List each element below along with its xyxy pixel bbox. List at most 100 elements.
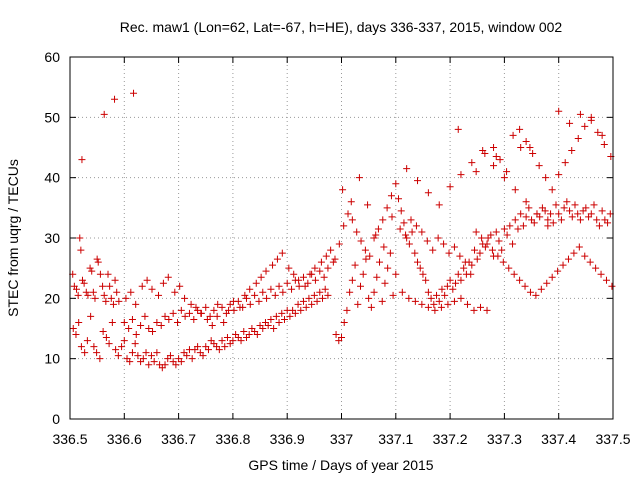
data-point (452, 279, 460, 287)
data-point (145, 361, 153, 369)
data-point (190, 315, 198, 323)
data-point (223, 334, 231, 342)
data-point (548, 273, 556, 281)
data-point (280, 315, 288, 323)
data-point (581, 122, 589, 130)
data-point (290, 270, 298, 278)
data-point (128, 315, 136, 323)
data-point (130, 89, 138, 97)
data-point (441, 291, 449, 299)
data-point (519, 222, 527, 230)
data-point (114, 352, 122, 360)
data-point (373, 273, 381, 281)
data-point (490, 162, 498, 170)
data-point (305, 294, 313, 302)
data-point (402, 231, 410, 239)
data-point (460, 264, 468, 272)
data-point (380, 243, 388, 251)
data-point (288, 285, 296, 293)
data-point (564, 255, 572, 263)
data-point (570, 249, 578, 257)
data-point (598, 207, 606, 215)
data-point (138, 282, 146, 290)
data-point (174, 318, 182, 326)
data-point (120, 318, 128, 326)
data-point (202, 303, 210, 311)
data-point (271, 291, 279, 299)
data-point (511, 216, 519, 224)
data-point (454, 125, 462, 133)
data-point (106, 282, 114, 290)
data-point (203, 315, 211, 323)
data-point (443, 282, 451, 290)
data-point (587, 116, 595, 124)
data-point (481, 243, 489, 251)
data-point (218, 337, 226, 345)
data-point (77, 343, 85, 351)
data-point (396, 225, 404, 233)
data-point (440, 240, 448, 248)
data-point (153, 318, 161, 326)
x-tick-label: 337.4 (541, 431, 576, 447)
data-point (194, 306, 202, 314)
data-point (278, 309, 286, 317)
data-point (317, 258, 325, 266)
data-point (405, 240, 413, 248)
data-point (449, 285, 457, 293)
data-point (450, 243, 458, 251)
data-point (149, 328, 157, 336)
data-point (297, 306, 305, 314)
data-point (118, 343, 126, 351)
data-point (220, 318, 228, 326)
data-point (310, 291, 318, 299)
data-point (566, 207, 574, 215)
data-point (416, 264, 424, 272)
x-tick-label: 337.5 (595, 431, 630, 447)
data-point (100, 110, 108, 118)
x-tick-label: 336.5 (52, 431, 87, 447)
x-tick-label: 336.6 (107, 431, 142, 447)
data-point (478, 234, 486, 242)
data-point (435, 297, 443, 305)
data-point (594, 128, 602, 136)
data-point (532, 291, 540, 299)
data-point (476, 249, 484, 257)
data-point (245, 331, 253, 339)
data-point (82, 288, 90, 296)
data-point (364, 201, 372, 209)
data-point (257, 273, 265, 281)
data-point (253, 331, 261, 339)
data-point (267, 315, 275, 323)
data-point (559, 261, 567, 269)
data-point (122, 294, 130, 302)
data-point (105, 340, 113, 348)
data-point (267, 285, 275, 293)
y-tick-label: 20 (44, 290, 60, 306)
data-point (187, 300, 195, 308)
data-point (143, 276, 151, 284)
data-point (332, 331, 340, 339)
data-point (500, 174, 508, 182)
data-point (397, 207, 405, 215)
data-point (73, 285, 81, 293)
data-point (555, 210, 563, 218)
data-point (500, 225, 508, 233)
data-point (463, 300, 471, 308)
data-point (172, 361, 180, 369)
data-point (142, 349, 150, 357)
data-point (299, 297, 307, 305)
data-point (537, 285, 545, 293)
data-point (183, 352, 191, 360)
data-point (549, 219, 557, 227)
data-point (94, 258, 102, 266)
data-point (275, 282, 283, 290)
data-point (483, 306, 491, 314)
data-point (331, 255, 339, 263)
data-point (75, 318, 83, 326)
data-point (472, 228, 480, 236)
data-point (139, 355, 147, 363)
data-point (514, 225, 522, 233)
data-point (335, 240, 343, 248)
data-point (295, 276, 303, 284)
data-point (422, 276, 430, 284)
